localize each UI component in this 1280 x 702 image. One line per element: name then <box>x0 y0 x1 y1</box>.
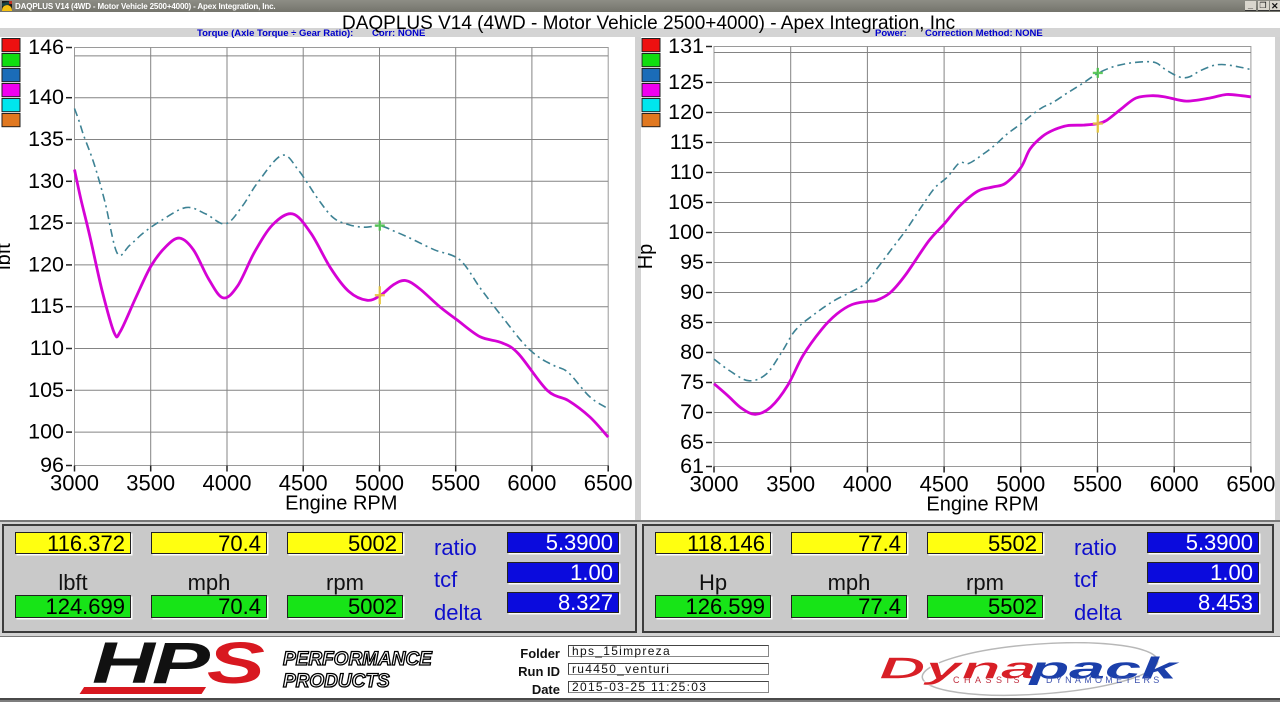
svg-text:85: 85 <box>680 310 704 334</box>
svg-text:96: 96 <box>40 453 64 477</box>
svg-text:125: 125 <box>668 70 704 94</box>
svg-text:120: 120 <box>668 100 704 124</box>
svg-text:6500: 6500 <box>1226 472 1275 497</box>
svg-text:Engine RPM: Engine RPM <box>285 493 397 515</box>
svg-text:105: 105 <box>28 378 64 402</box>
svg-text:6000: 6000 <box>1150 472 1199 497</box>
svg-text:115: 115 <box>30 294 64 318</box>
svg-text:100: 100 <box>668 220 704 244</box>
svg-text:115: 115 <box>670 130 704 154</box>
svg-text:Dyna: Dyna <box>879 650 1037 685</box>
svg-text:130: 130 <box>28 169 64 193</box>
svg-text:90: 90 <box>680 280 704 304</box>
svg-text:80: 80 <box>680 340 704 364</box>
svg-text:135: 135 <box>28 127 64 151</box>
svg-text:6000: 6000 <box>507 471 556 496</box>
svg-text:4000: 4000 <box>203 471 252 496</box>
svg-text:3000: 3000 <box>50 471 99 496</box>
svg-text:5500: 5500 <box>431 471 480 496</box>
svg-text:125: 125 <box>28 211 64 235</box>
svg-text:146: 146 <box>28 35 64 59</box>
svg-text:105: 105 <box>668 190 704 214</box>
svg-text:65: 65 <box>680 430 704 454</box>
svg-text:3000: 3000 <box>690 472 739 497</box>
svg-text:131: 131 <box>668 34 704 58</box>
svg-text:DYNAMOMETERS: DYNAMOMETERS <box>1046 675 1163 685</box>
svg-text:120: 120 <box>28 252 64 276</box>
svg-text:Hp: Hp <box>635 244 657 270</box>
svg-text:75: 75 <box>680 370 704 394</box>
svg-text:3500: 3500 <box>126 471 175 496</box>
svg-text:140: 140 <box>28 85 64 109</box>
svg-text:100: 100 <box>28 420 64 444</box>
svg-text:61: 61 <box>680 454 704 478</box>
svg-text:6500: 6500 <box>584 471 633 496</box>
svg-text:CHASSIS: CHASSIS <box>953 675 1024 685</box>
svg-text:Engine RPM: Engine RPM <box>926 494 1038 516</box>
svg-text:pack: pack <box>1027 650 1180 685</box>
svg-text:4000: 4000 <box>843 472 892 497</box>
svg-text:4500: 4500 <box>920 472 969 497</box>
svg-text:95: 95 <box>680 250 704 274</box>
svg-text:4500: 4500 <box>279 471 328 496</box>
svg-text:70: 70 <box>680 400 704 424</box>
svg-text:110: 110 <box>670 160 704 184</box>
svg-text:5000: 5000 <box>996 472 1045 497</box>
svg-text:5500: 5500 <box>1073 472 1122 497</box>
svg-text:110: 110 <box>30 336 64 360</box>
svg-text:lbft: lbft <box>0 243 15 270</box>
svg-text:5000: 5000 <box>355 471 404 496</box>
svg-text:3500: 3500 <box>766 472 815 497</box>
